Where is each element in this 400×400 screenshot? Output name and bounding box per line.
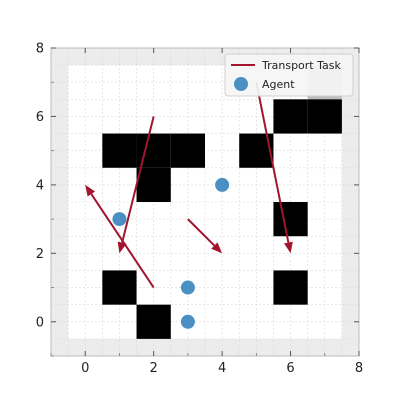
legend-agent-label: Agent xyxy=(262,78,295,91)
task-arrows xyxy=(85,82,293,289)
task-arrow-shaft xyxy=(187,218,216,247)
legend: Transport Task Agent xyxy=(224,53,354,97)
task-arrow-head xyxy=(284,241,293,254)
legend-box xyxy=(224,53,354,97)
x-tick-label: 8 xyxy=(355,361,363,376)
x-tick-label: 6 xyxy=(286,361,294,376)
y-tick-label: 6 xyxy=(36,110,44,125)
task-arrow-shaft xyxy=(121,116,155,243)
legend-task-label: Transport Task xyxy=(261,59,341,72)
x-tick-label: 4 xyxy=(218,361,226,376)
y-tick-label: 8 xyxy=(36,42,44,57)
obstacle-cell xyxy=(136,304,171,339)
x-tick-label: 0 xyxy=(81,361,89,376)
axes: 0 2 4 6 8 0 2 4 6 8 xyxy=(36,42,363,377)
obstacle-cell xyxy=(102,133,137,168)
obstacle-cell xyxy=(102,270,137,305)
y-tick-label: 0 xyxy=(36,315,44,330)
obstacle-cell xyxy=(170,133,205,168)
obstacle-cell xyxy=(273,270,308,305)
axes-frame xyxy=(50,47,360,357)
legend-agent-swatch xyxy=(234,77,248,91)
task-arrow-shaft xyxy=(255,82,290,243)
y-tick-label: 2 xyxy=(36,247,44,262)
y-tick-label: 4 xyxy=(36,178,44,193)
obstacle-cell xyxy=(307,99,342,134)
x-tick-label: 2 xyxy=(150,361,158,376)
task-arrow-head xyxy=(211,242,223,254)
agent-marker xyxy=(180,314,195,329)
agent-markers xyxy=(112,177,230,329)
agent-marker xyxy=(215,177,230,192)
task-arrow-head xyxy=(85,184,96,197)
obstacle-cell xyxy=(273,202,308,237)
obstacle-cell xyxy=(136,167,171,202)
agent-marker xyxy=(180,280,195,295)
task-arrow-shaft xyxy=(90,193,155,289)
agent-marker xyxy=(112,212,127,227)
obstacle-cell xyxy=(273,99,308,134)
